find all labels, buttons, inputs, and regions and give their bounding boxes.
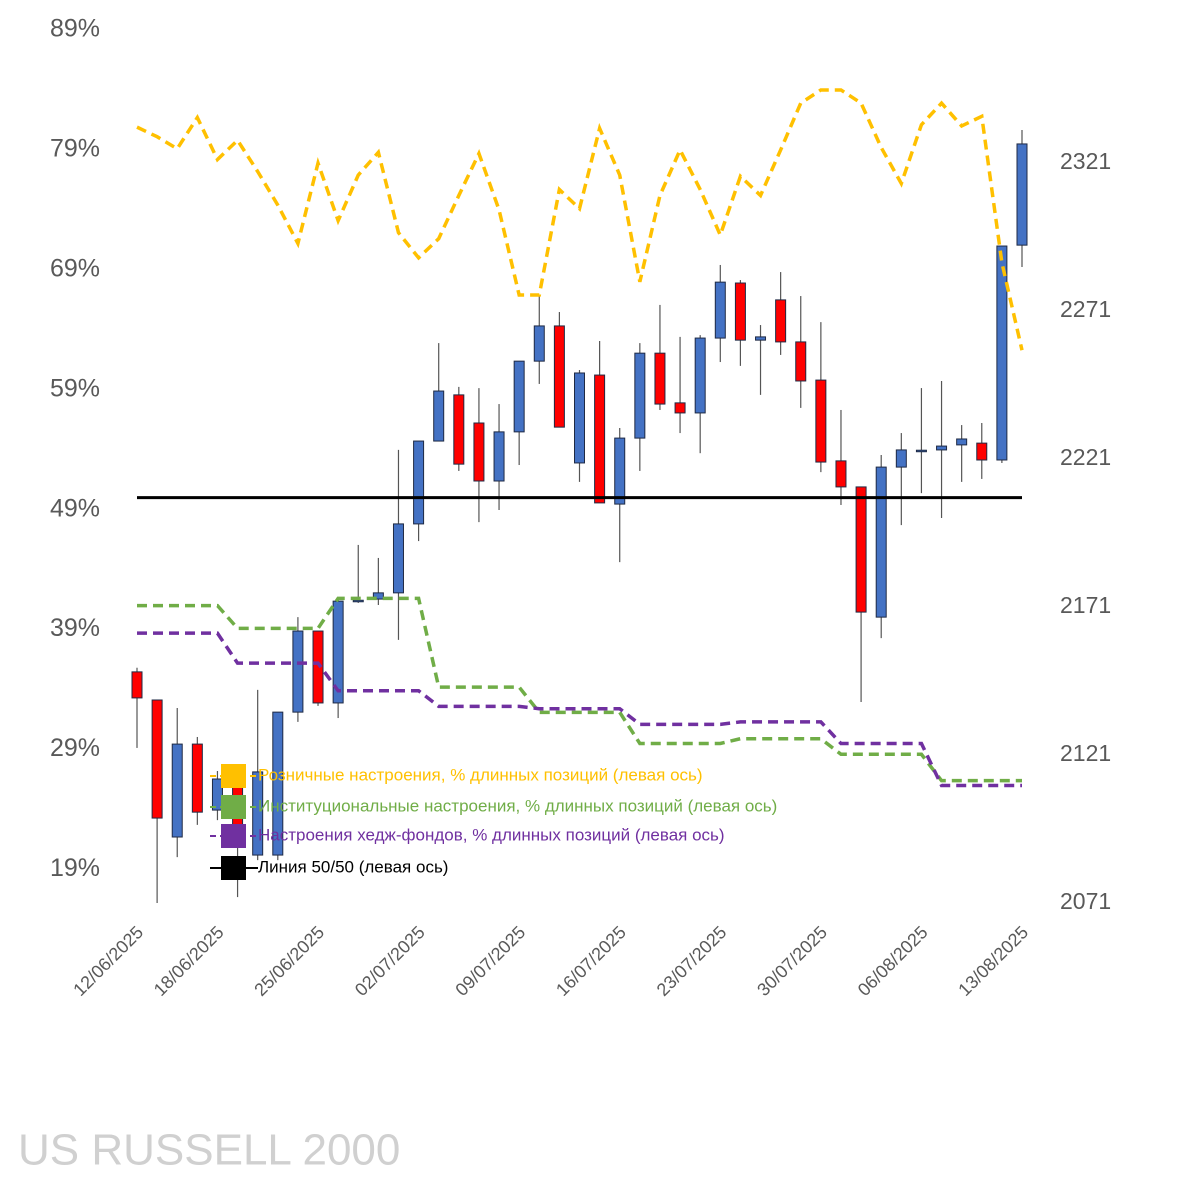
candle-body xyxy=(1016,143,1028,246)
legend-label: Настроения хедж-фондов, % длинных позици… xyxy=(258,825,725,844)
candle-body xyxy=(533,325,545,362)
y-tick-label: 19% xyxy=(50,854,100,882)
candle-body xyxy=(493,431,505,482)
candle-body xyxy=(312,630,324,704)
candle-body xyxy=(574,372,585,464)
candle-body xyxy=(936,445,948,451)
candle-body xyxy=(895,449,907,468)
candle-body xyxy=(151,699,163,819)
y2-tick-label: 2071 xyxy=(1060,888,1111,914)
candle-body xyxy=(855,486,867,613)
legend-label: Розничные настроения, % длинных позиций … xyxy=(258,765,703,784)
candle-body xyxy=(352,599,364,603)
legend-label: Институциональные настроения, % длинных … xyxy=(258,796,777,815)
candle-body xyxy=(815,379,827,463)
candle-body xyxy=(191,743,203,813)
candle-body xyxy=(734,282,746,341)
candle-body xyxy=(272,711,284,856)
candle-body xyxy=(755,336,767,341)
legend-swatch xyxy=(221,824,246,848)
line-series xyxy=(137,596,1022,783)
line-series xyxy=(136,88,1024,351)
candle-body xyxy=(875,466,887,618)
y2-tick-label: 2221 xyxy=(1060,444,1111,470)
chart-title: US RUSSELL 2000 xyxy=(18,1126,400,1175)
y-tick-label: 39% xyxy=(50,614,100,642)
legend-label: Линия 50/50 (левая ось) xyxy=(258,857,448,876)
candle-body xyxy=(372,592,384,600)
candle-body xyxy=(453,394,465,465)
y-tick-label: 49% xyxy=(50,494,100,522)
candle-body xyxy=(654,352,666,405)
candle-body xyxy=(915,449,927,453)
legend-swatch xyxy=(221,764,246,788)
candle-body xyxy=(634,352,646,439)
candle-body xyxy=(775,299,787,343)
y-tick-label: 59% xyxy=(50,374,100,402)
candle-body xyxy=(392,523,404,594)
candle-body xyxy=(131,671,143,699)
y2-tick-label: 2171 xyxy=(1060,592,1111,618)
candle-body xyxy=(956,438,968,446)
y2-tick-label: 2321 xyxy=(1060,148,1111,174)
y-tick-label: 89% xyxy=(50,15,100,43)
candle-body xyxy=(976,442,988,461)
candle-body xyxy=(835,460,847,488)
candle-body xyxy=(694,337,706,414)
candle-body xyxy=(714,281,726,339)
candle-body xyxy=(614,437,626,505)
candle-body xyxy=(473,422,485,482)
y2-tick-label: 2271 xyxy=(1060,296,1111,322)
candle-body xyxy=(413,440,425,525)
candle-body xyxy=(252,771,264,856)
candle-body xyxy=(594,374,606,504)
candle-body xyxy=(433,390,445,442)
candle-body xyxy=(996,245,1008,461)
legend-swatch xyxy=(221,795,246,819)
candle-body xyxy=(795,341,807,382)
candle-body xyxy=(513,360,525,433)
candle-body xyxy=(211,778,223,811)
legend-swatch xyxy=(221,856,246,880)
candle-body xyxy=(292,630,304,713)
y-tick-label: 29% xyxy=(50,734,100,762)
line-series xyxy=(137,631,1022,788)
y-tick-label: 69% xyxy=(50,254,100,282)
candle-body xyxy=(171,743,183,838)
candle-body xyxy=(553,325,565,428)
y-tick-label: 79% xyxy=(50,135,100,163)
candle-body xyxy=(674,402,686,414)
y2-tick-label: 2121 xyxy=(1060,740,1111,766)
